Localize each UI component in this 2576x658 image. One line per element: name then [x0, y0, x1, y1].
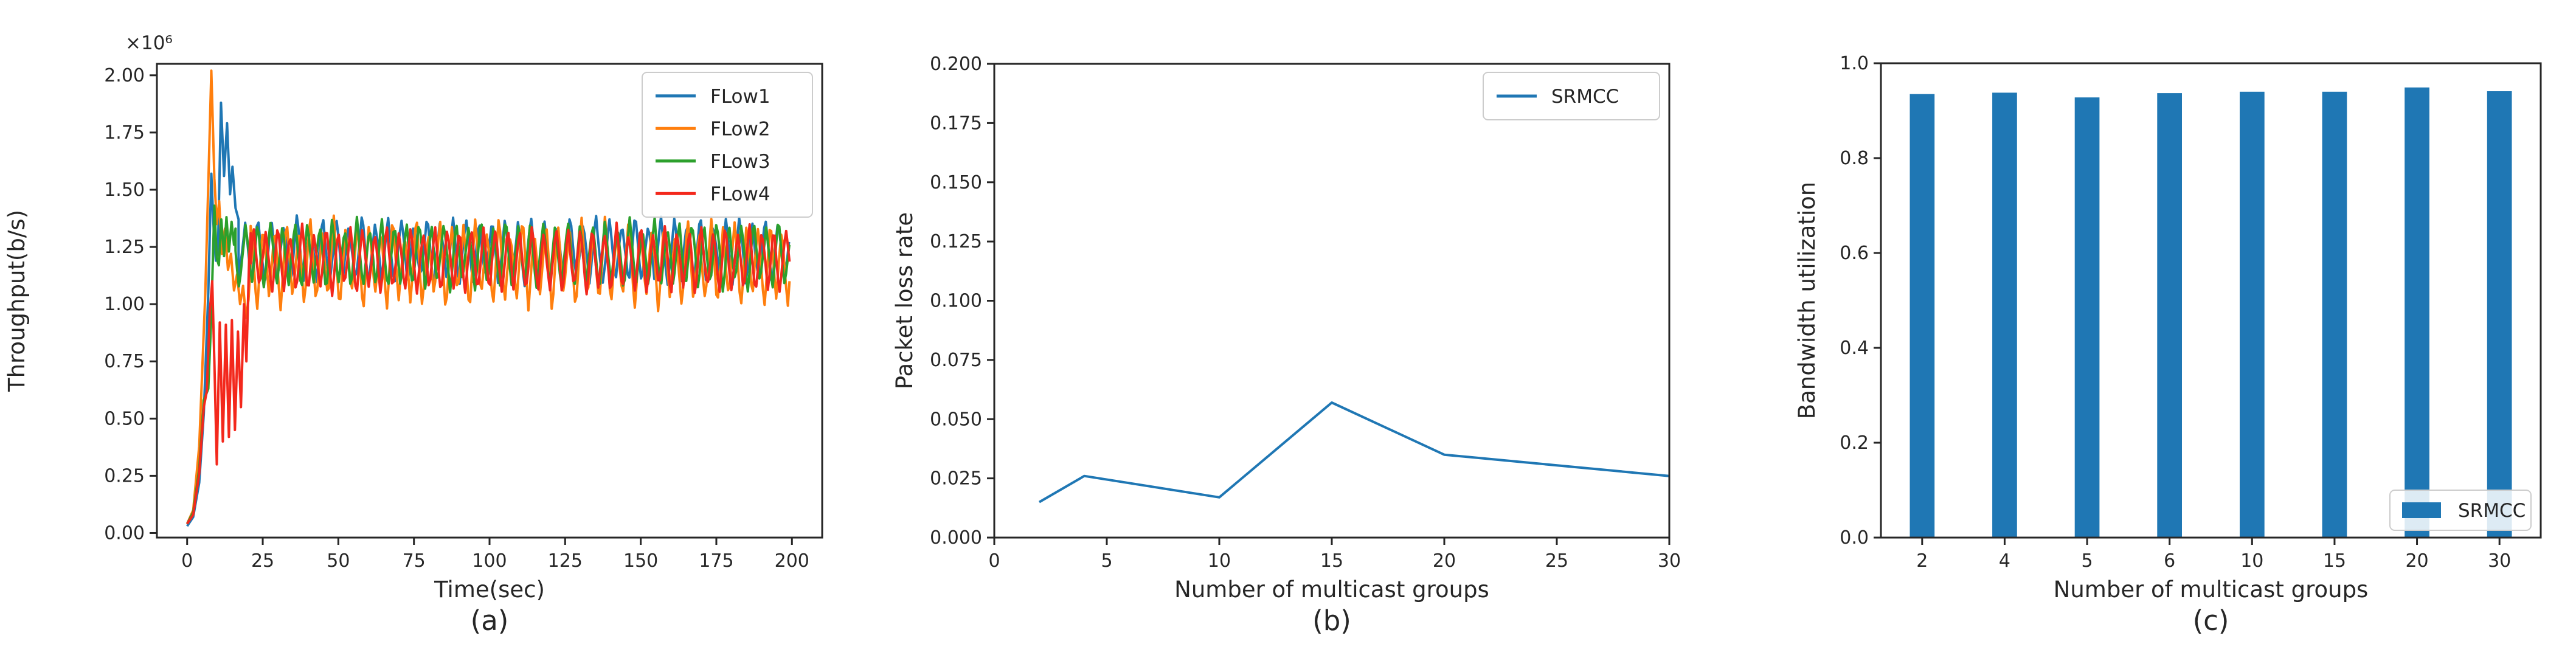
y-tick-label: 0.100 [930, 291, 982, 312]
legend-label: FLow1 [710, 86, 770, 108]
x-tick-label: 20 [1433, 550, 1456, 572]
y-tick-label: 0.4 [1840, 338, 1869, 359]
x-tick-label: 6 [2164, 550, 2175, 572]
bar-15 [2322, 91, 2347, 538]
x-tick-label: 10 [2240, 550, 2263, 572]
bar-10 [2240, 91, 2265, 538]
y-axis-label: Bandwidth utilization [1794, 182, 1820, 420]
x-tick-label: 10 [1208, 550, 1231, 572]
x-tick-label: 150 [623, 550, 658, 572]
y-tick-label: 0.000 [930, 527, 982, 549]
x-tick-label: 20 [2405, 550, 2428, 572]
x-tick-label: 15 [1320, 550, 1343, 572]
y-tick-label: 1.50 [104, 179, 145, 201]
axes-spines [1880, 62, 2542, 539]
bar-2 [1909, 94, 1935, 538]
x-tick-label: 0 [988, 550, 1000, 572]
y-tick-label: 0.8 [1840, 148, 1869, 169]
y-axis-offset-text: ×10⁶ [125, 32, 173, 54]
x-tick-label: 25 [1545, 550, 1568, 572]
y-axis-label: Throughput(b/s) [4, 210, 30, 392]
x-tick-label: 25 [251, 550, 274, 572]
legend-c-bandwidth: SRMCC [2389, 490, 2532, 531]
x-tick-label: 30 [1658, 550, 1681, 572]
y-tick-label: 1.75 [104, 122, 145, 144]
y-tick-label: 0.6 [1840, 243, 1869, 264]
y-tick-label: 0.75 [104, 351, 145, 372]
x-tick-label: 5 [1101, 550, 1112, 572]
series-SRMCC-line [1038, 401, 1670, 504]
x-tick-label: 15 [2323, 550, 2346, 572]
y-tick-label: 0.00 [104, 522, 145, 544]
subplot-caption: (c) [2193, 604, 2229, 637]
legend-label: SRMCC [2458, 500, 2526, 522]
legend-box [642, 72, 813, 218]
y-tick-label: 0.025 [930, 468, 982, 490]
x-tick-label: 2 [1916, 550, 1928, 572]
x-tick-label: 100 [472, 550, 507, 572]
x-tick-label: 30 [2488, 550, 2511, 572]
legend-b-packet-loss: SRMCC [1483, 72, 1660, 120]
bar-4 [1992, 92, 2017, 538]
x-tick-label: 75 [403, 550, 426, 572]
chart-a-throughput: 0 25 50 75 100 125 150 175 200 0.00 0.25 0.50 0.75 1.… [4, 32, 823, 637]
x-tick-label: 50 [327, 550, 350, 572]
y-tick-label: 0.150 [930, 172, 982, 193]
legend-swatch-patch [2402, 502, 2441, 518]
legend-label: SRMCC [1551, 86, 1619, 108]
x-tick-label: 5 [2082, 550, 2093, 572]
y-tick-label: 0.175 [930, 113, 982, 134]
y-tick-label: 1.0 [1840, 53, 1869, 74]
chart-c-bandwidth: 2 4 5 6 10 15 20 30 0.0 0.2 0.4 0.6 0.8 1.0 Number of … [1794, 53, 2542, 637]
y-tick-label: 1.25 [104, 237, 145, 258]
subplot-caption: (b) [1312, 604, 1351, 637]
legend-label: FLow2 [710, 118, 770, 140]
series-FLow4-line [186, 221, 791, 525]
bar-5 [2074, 97, 2100, 538]
y-tick-label: 0.075 [930, 350, 982, 371]
legend-box [2389, 490, 2532, 531]
y-tick-label: 0.125 [930, 231, 982, 252]
x-axis-label: Number of multicast groups [1174, 577, 1489, 603]
y-tick-label: 2.00 [104, 65, 145, 86]
bar-6 [2157, 93, 2182, 538]
legend-label: FLow3 [710, 151, 770, 173]
y-axis-label: Packet loss rate [892, 212, 918, 389]
bar-20 [2405, 87, 2429, 538]
x-axis-label: Time(sec) [434, 577, 545, 603]
legend-label: FLow4 [710, 183, 770, 205]
series-FLow3-line [185, 204, 791, 525]
x-axis-label: Number of multicast groups [2054, 577, 2369, 603]
bar-30 [2487, 91, 2512, 538]
y-tick-label: 0.050 [930, 409, 982, 430]
x-tick-label: 175 [699, 550, 733, 572]
legend-a-throughput: FLow1 FLow2 FLow3 FLow4 [642, 72, 813, 218]
y-tick-label: 0.200 [930, 54, 982, 75]
y-tick-label: 1.00 [104, 294, 145, 315]
y-tick-label: 0.25 [104, 465, 145, 487]
chart-b-packet-loss: 0 5 10 15 20 25 30 0.000 0.025 0.050 0.075 0.100 0.1… [892, 54, 1681, 637]
y-tick-label: 0.50 [104, 408, 145, 429]
x-tick-label: 125 [548, 550, 583, 572]
x-tick-label: 4 [1999, 550, 2010, 572]
legend-box [1483, 72, 1660, 120]
x-tick-label: 0 [181, 550, 193, 572]
x-tick-label: 200 [775, 550, 809, 572]
subplot-caption: (a) [471, 604, 509, 637]
y-tick-label: 0.0 [1840, 527, 1869, 549]
y-tick-label: 0.2 [1840, 432, 1869, 454]
